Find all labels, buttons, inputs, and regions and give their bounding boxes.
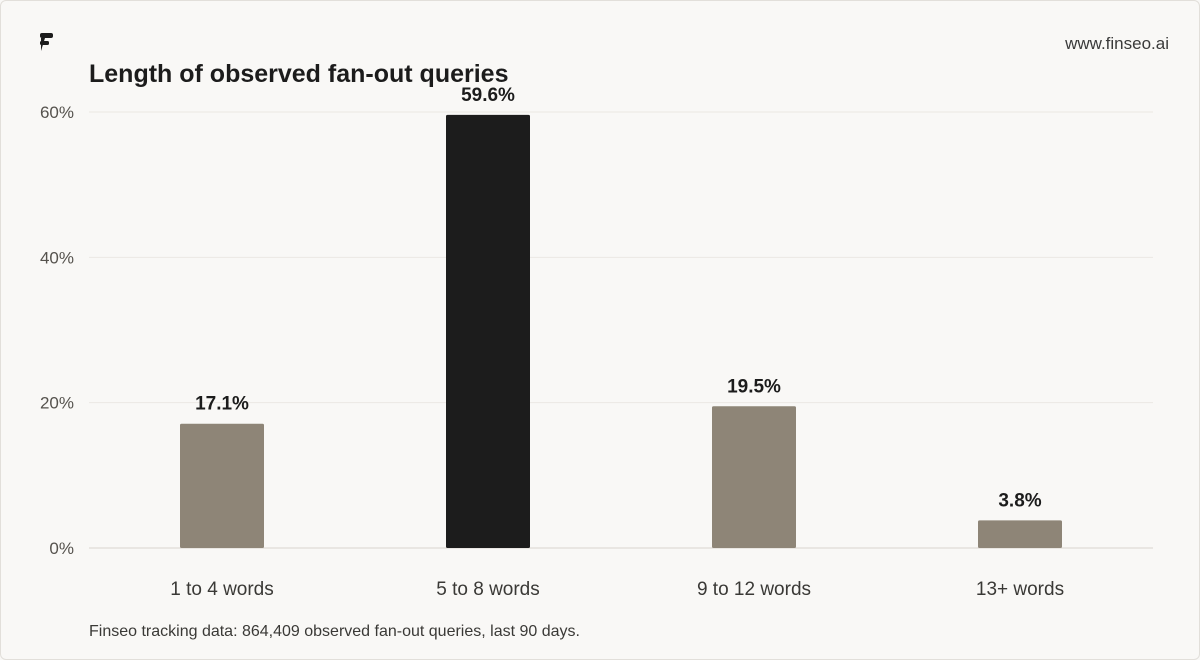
data-labels: 17.1% 59.6% 19.5% 3.8%: [195, 85, 1042, 511]
y-tick-label: 60%: [40, 103, 74, 122]
finseo-logo-icon: [40, 33, 53, 51]
bar: [978, 520, 1062, 548]
y-tick-label: 20%: [40, 394, 74, 413]
source-note: Finseo tracking data: 864,409 observed f…: [89, 623, 580, 640]
category-label: 9 to 12 words: [697, 579, 811, 600]
y-axis-ticks: 0% 20% 40% 60%: [40, 103, 74, 558]
grid-lines: [89, 111, 1153, 549]
chart-title: Length of observed fan-out queries: [89, 60, 508, 88]
bars: [180, 114, 1062, 548]
bar: [180, 423, 264, 548]
category-label: 13+ words: [976, 579, 1064, 600]
bar: [446, 114, 530, 548]
bar: [712, 406, 796, 548]
x-axis-categories: 1 to 4 words 5 to 8 words 9 to 12 words 13+…: [170, 579, 1064, 600]
data-label: 19.5%: [727, 376, 781, 397]
category-label: 5 to 8 words: [436, 579, 540, 600]
data-label: 59.6%: [461, 85, 515, 106]
site-url: www.finseo.ai: [1064, 34, 1169, 53]
y-tick-label: 0%: [49, 539, 74, 558]
data-label: 3.8%: [998, 490, 1041, 511]
category-label: 1 to 4 words: [170, 579, 274, 600]
y-tick-label: 40%: [40, 248, 74, 267]
data-label: 17.1%: [195, 394, 249, 415]
